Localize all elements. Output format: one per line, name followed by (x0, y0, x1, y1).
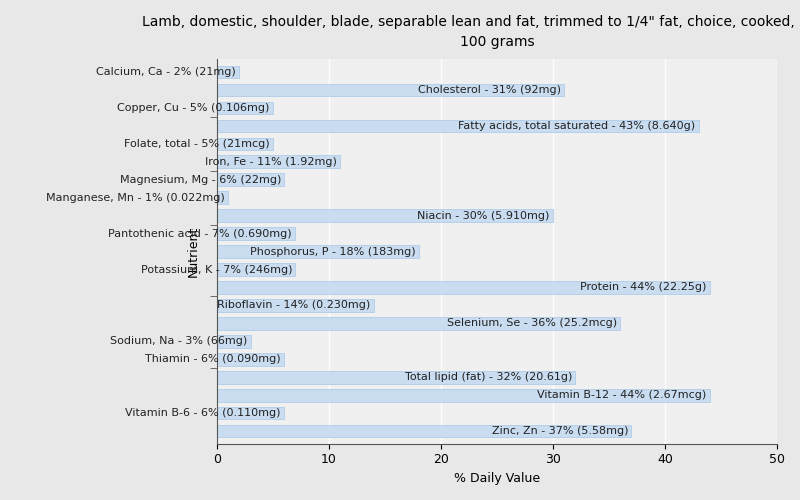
Text: Folate, total - 5% (21mcg): Folate, total - 5% (21mcg) (124, 139, 270, 149)
Bar (217, 299, 374, 312)
Bar (217, 335, 250, 347)
Bar (217, 263, 295, 276)
Text: Manganese, Mn - 1% (0.022mg): Manganese, Mn - 1% (0.022mg) (46, 192, 225, 202)
Bar (217, 353, 284, 366)
Bar (217, 138, 273, 150)
Bar (217, 228, 295, 240)
Bar (217, 317, 620, 330)
Text: Sodium, Na - 3% (66mg): Sodium, Na - 3% (66mg) (110, 336, 247, 346)
Text: Niacin - 30% (5.910mg): Niacin - 30% (5.910mg) (418, 210, 550, 220)
Text: Pantothenic acid - 7% (0.690mg): Pantothenic acid - 7% (0.690mg) (109, 228, 292, 238)
Bar (217, 174, 284, 186)
Bar (217, 281, 710, 294)
Bar (217, 210, 553, 222)
Bar (217, 102, 273, 114)
Text: Vitamin B-6 - 6% (0.110mg): Vitamin B-6 - 6% (0.110mg) (126, 408, 281, 418)
Text: Calcium, Ca - 2% (21mg): Calcium, Ca - 2% (21mg) (96, 67, 236, 77)
Text: Potassium, K - 7% (246mg): Potassium, K - 7% (246mg) (141, 264, 292, 274)
Bar (217, 66, 239, 78)
X-axis label: % Daily Value: % Daily Value (454, 472, 540, 485)
Bar (217, 120, 698, 132)
Text: Fatty acids, total saturated - 43% (8.640g): Fatty acids, total saturated - 43% (8.64… (458, 121, 695, 131)
Text: Protein - 44% (22.25g): Protein - 44% (22.25g) (580, 282, 706, 292)
Text: Total lipid (fat) - 32% (20.61g): Total lipid (fat) - 32% (20.61g) (405, 372, 572, 382)
Text: Iron, Fe - 11% (1.92mg): Iron, Fe - 11% (1.92mg) (205, 157, 337, 167)
Bar (217, 246, 418, 258)
Text: Selenium, Se - 36% (25.2mcg): Selenium, Se - 36% (25.2mcg) (446, 318, 617, 328)
Text: Magnesium, Mg - 6% (22mg): Magnesium, Mg - 6% (22mg) (119, 174, 281, 184)
Text: Vitamin B-12 - 44% (2.67mcg): Vitamin B-12 - 44% (2.67mcg) (537, 390, 706, 400)
Title: Lamb, domestic, shoulder, blade, separable lean and fat, trimmed to 1/4" fat, ch: Lamb, domestic, shoulder, blade, separab… (142, 15, 800, 48)
Bar (217, 156, 340, 168)
Bar (217, 425, 631, 438)
Text: Riboflavin - 14% (0.230mg): Riboflavin - 14% (0.230mg) (218, 300, 370, 310)
Text: Thiamin - 6% (0.090mg): Thiamin - 6% (0.090mg) (146, 354, 281, 364)
Text: Cholesterol - 31% (92mg): Cholesterol - 31% (92mg) (418, 85, 561, 95)
Bar (217, 371, 575, 384)
Text: Phosphorus, P - 18% (183mg): Phosphorus, P - 18% (183mg) (250, 246, 415, 256)
Bar (217, 84, 564, 96)
Bar (217, 407, 284, 420)
Bar (217, 389, 710, 402)
Text: Copper, Cu - 5% (0.106mg): Copper, Cu - 5% (0.106mg) (118, 103, 270, 113)
Text: Zinc, Zn - 37% (5.58mg): Zinc, Zn - 37% (5.58mg) (491, 426, 628, 436)
Y-axis label: Nutrient: Nutrient (187, 226, 200, 277)
Bar (217, 192, 228, 204)
